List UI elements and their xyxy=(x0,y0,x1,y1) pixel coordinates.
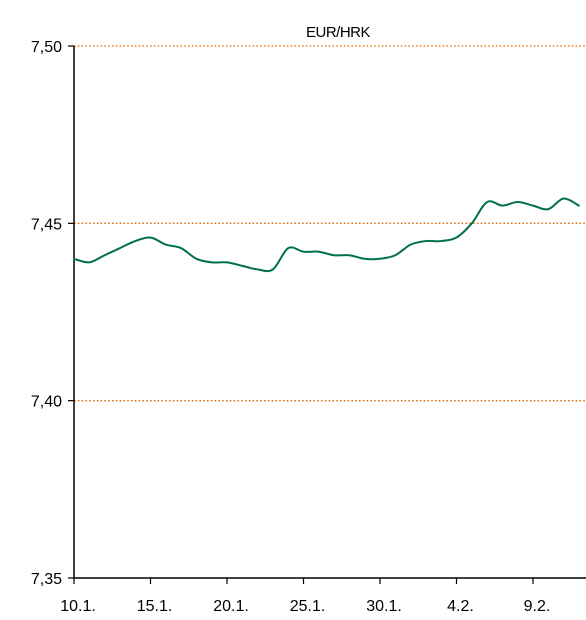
chart-title: EUR/HRK xyxy=(306,24,371,41)
y-tick-label: 7,35 xyxy=(31,571,62,588)
x-tick-label: 20.1. xyxy=(213,598,249,615)
x-tick-label: 15.1. xyxy=(137,598,173,615)
series-group xyxy=(73,197,580,273)
x-tick-label: 30.1. xyxy=(366,598,402,615)
axes xyxy=(73,46,586,579)
x-tick-label: 9.2. xyxy=(524,598,551,615)
x-tick-label: 25.1. xyxy=(290,598,326,615)
y-axis-ticks: 7,35 7,40 7,45 7,50 xyxy=(31,39,74,588)
x-tick-label: 10.1. xyxy=(60,598,96,615)
series-line-eur-hrk xyxy=(73,197,580,273)
y-tick-label: 7,45 xyxy=(31,216,62,233)
y-tick-label: 7,40 xyxy=(31,394,62,411)
x-axis-ticks: 10.1. 15.1. 20.1. 25.1. 30.1. 4.2. 9.2. xyxy=(60,578,550,615)
y-tick-label: 7,50 xyxy=(31,39,62,56)
gridlines xyxy=(74,45,586,402)
x-tick-label: 4.2. xyxy=(447,598,474,615)
